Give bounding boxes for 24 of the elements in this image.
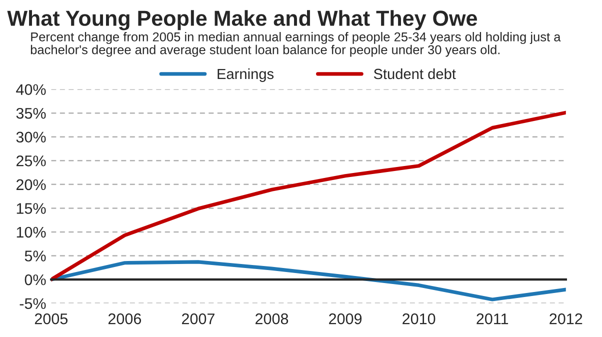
chart-subtitle: Percent change from 2005 in median annual earnings of people 25-34 years old holding just a bachelor's degree and average student loan balance for people under 30 years old. [30,32,561,57]
x-tick-label: 2011 [476,313,508,324]
y-tick-label: 35% [16,108,46,119]
y-tick-label: 10% [16,226,46,238]
x-tick-label: 2007 [182,313,214,324]
x-tick-label: 2009 [329,313,362,324]
legend-label: Earnings [218,68,274,82]
line-series [51,110,566,282]
y-tick-label: 20% [16,179,46,190]
chart-title: What Young People Make and What They Owe [7,10,477,30]
line-series [51,260,566,302]
y-tick-label: 5% [24,250,46,262]
y-tick-label: -5% [20,298,46,309]
x-tick-label: 2010 [402,313,436,324]
y-tick-label: 0% [24,274,46,286]
x-tick-label: 2005 [34,313,68,324]
legend-label: Student debt [374,68,456,80]
x-tick-label: 2012 [550,313,582,324]
x-tick-label: 2008 [256,313,288,324]
y-tick-label: 15% [16,203,46,214]
y-tick-label: 25% [16,156,46,166]
x-tick-label: 2006 [108,313,142,324]
y-tick-label: 30% [16,132,46,143]
y-tick-label: 40% [16,84,46,95]
